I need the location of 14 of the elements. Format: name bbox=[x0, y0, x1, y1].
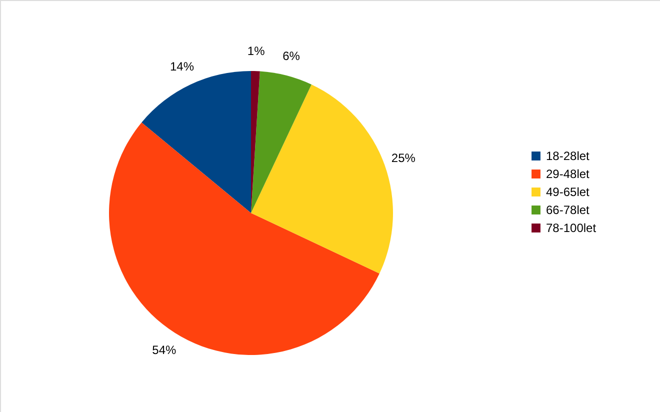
data-label: 25% bbox=[391, 151, 416, 166]
pie-slice bbox=[109, 122, 380, 355]
legend-label: 78-100let bbox=[546, 221, 597, 235]
pie-slice bbox=[142, 71, 251, 213]
legend-label: 18-28let bbox=[546, 149, 590, 163]
legend-label: 66-78let bbox=[546, 203, 590, 217]
pie-slice bbox=[251, 84, 393, 274]
data-label: 14% bbox=[170, 59, 194, 74]
data-label: 6% bbox=[282, 49, 300, 64]
data-label: 54% bbox=[152, 342, 177, 357]
legend-label: 49-65let bbox=[546, 185, 590, 199]
legend-label: 29-48let bbox=[546, 167, 590, 181]
data-label: 1% bbox=[247, 44, 266, 58]
pie-slice bbox=[251, 71, 312, 213]
